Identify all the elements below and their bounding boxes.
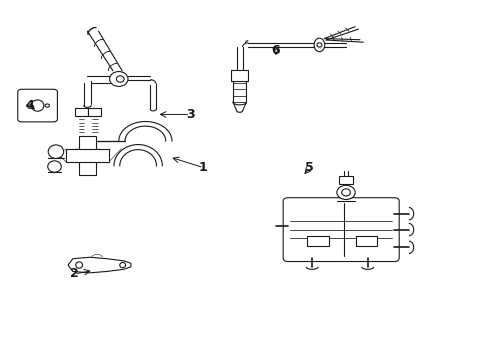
FancyBboxPatch shape	[283, 198, 398, 261]
Ellipse shape	[109, 72, 128, 86]
Text: 6: 6	[271, 44, 280, 57]
Bar	[65, 149, 109, 162]
FancyBboxPatch shape	[18, 89, 57, 122]
Ellipse shape	[316, 43, 321, 47]
Bar	[307, 236, 328, 246]
Text: 1: 1	[199, 161, 207, 174]
Ellipse shape	[31, 100, 44, 111]
Text: 2: 2	[70, 267, 79, 280]
Bar	[75, 108, 88, 116]
Bar	[355, 236, 377, 246]
Text: 5: 5	[305, 161, 313, 174]
Bar	[79, 136, 96, 175]
Ellipse shape	[116, 76, 124, 82]
Ellipse shape	[336, 185, 354, 199]
Ellipse shape	[48, 145, 63, 158]
Ellipse shape	[45, 104, 49, 107]
Ellipse shape	[48, 161, 61, 172]
Ellipse shape	[341, 189, 350, 196]
Bar	[88, 108, 101, 116]
Text: 4: 4	[25, 99, 34, 112]
Bar	[338, 176, 352, 184]
Ellipse shape	[313, 38, 324, 52]
Text: 3: 3	[185, 108, 194, 121]
Ellipse shape	[76, 262, 82, 268]
Ellipse shape	[120, 262, 125, 268]
Ellipse shape	[27, 104, 31, 107]
PathPatch shape	[68, 257, 131, 273]
